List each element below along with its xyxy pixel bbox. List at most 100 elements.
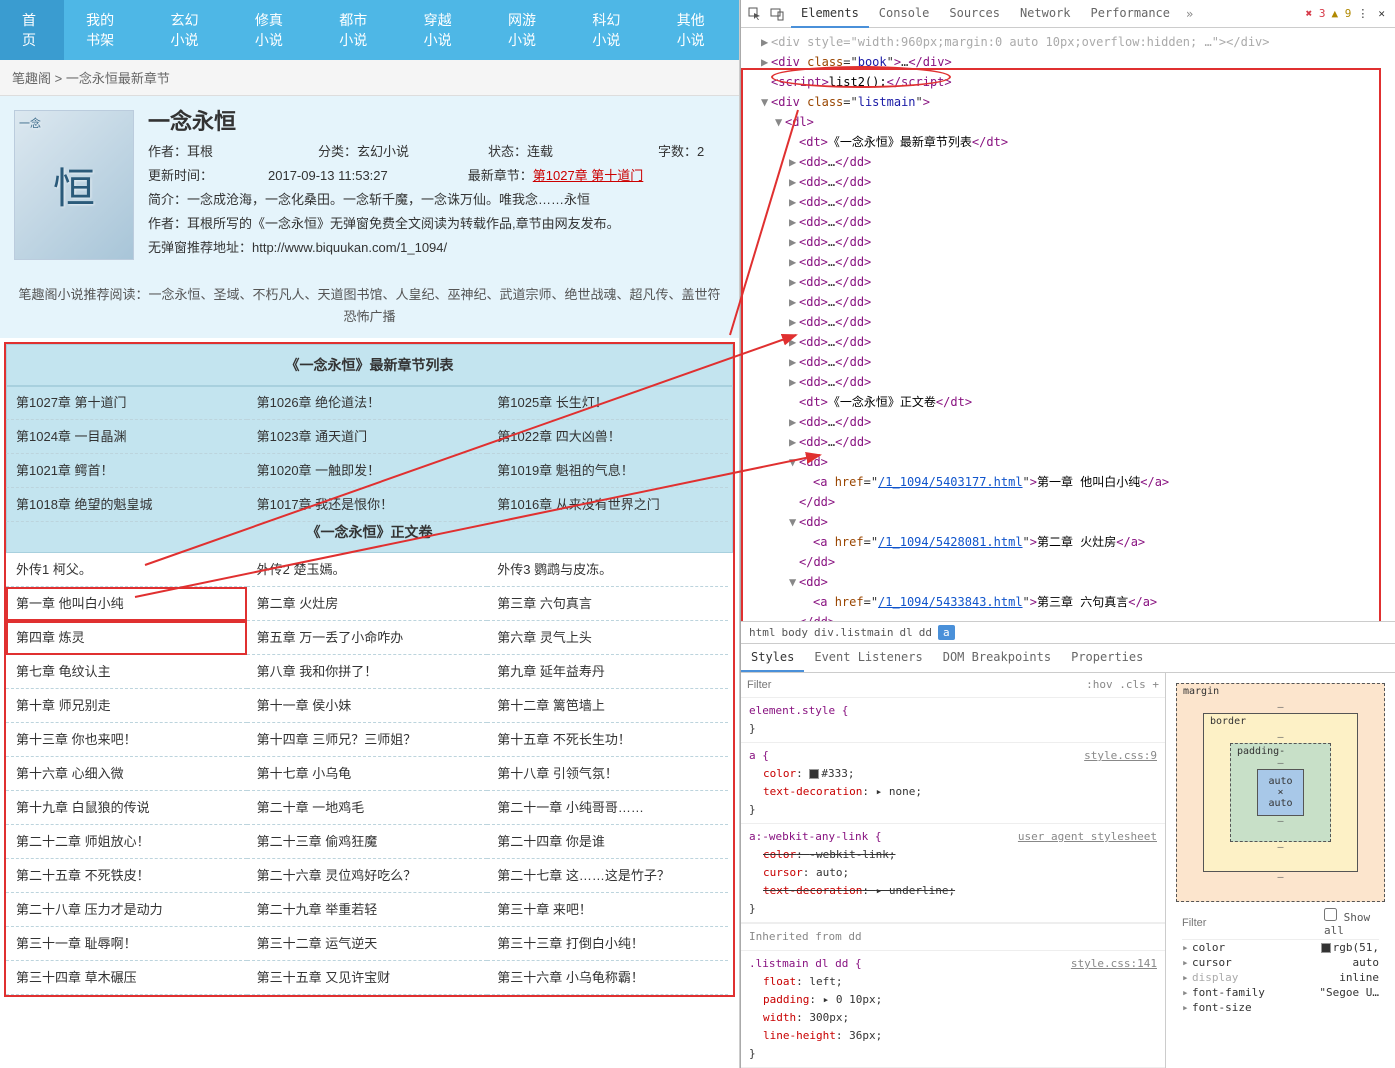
- chapter-link[interactable]: 第三十六章 小乌龟称霸！: [497, 970, 644, 985]
- chapter-link[interactable]: 第十二章 篱笆墙上: [497, 698, 605, 713]
- breadcrumb-node[interactable]: dd: [919, 626, 932, 639]
- more-tabs-icon[interactable]: »: [1180, 7, 1199, 21]
- chapter-link[interactable]: 第二十九章 举重若轻: [257, 902, 378, 917]
- chapter-link[interactable]: 第二章 火灶房: [257, 596, 339, 611]
- chapter-link[interactable]: 第二十四章 你是谁: [497, 834, 605, 849]
- devtools-tab[interactable]: Performance: [1081, 0, 1180, 28]
- book-title: 一念永恒: [148, 110, 725, 134]
- chapter-link[interactable]: 第十五章 不死长生功！: [497, 732, 631, 747]
- chapter-link[interactable]: 第二十五章 不死铁皮！: [16, 868, 150, 883]
- chapter-link[interactable]: 第1022章 四大凶兽！: [497, 429, 621, 444]
- chapter-link[interactable]: 第十章 师兄别走: [16, 698, 111, 713]
- chapter-link[interactable]: 第三十章 来吧！: [497, 902, 592, 917]
- chapter-link[interactable]: 第1016章 从来没有世界之门: [497, 497, 660, 512]
- breadcrumb-node[interactable]: body: [782, 626, 809, 639]
- devtools-tab[interactable]: Console: [869, 0, 940, 28]
- chapter-link[interactable]: 第1021章 鳄首！: [16, 463, 114, 478]
- chapter-link[interactable]: 第1020章 一触即发！: [257, 463, 381, 478]
- devtools-close-icon[interactable]: ✕: [1374, 7, 1389, 20]
- breadcrumb-node[interactable]: html: [749, 626, 776, 639]
- styles-pane: :hov .cls + element.style {}style.css:9a…: [741, 673, 1395, 1068]
- chapter-link[interactable]: 第三十五章 又见许宝财: [257, 970, 391, 985]
- nav-item[interactable]: 修真小说: [233, 0, 317, 60]
- latest-chapter-link[interactable]: 第1027章 第十道门: [533, 168, 644, 183]
- chapter-link[interactable]: 第1018章 绝望的魁皇城: [16, 497, 153, 512]
- book-note: 作者：耳根所写的《一念永恒》无弹窗免费全文阅读为转载作品,章节由网友发布。: [148, 212, 725, 236]
- devtools-tab[interactable]: Elements: [791, 0, 869, 28]
- chapter-link[interactable]: 第二十三章 偷鸡狂魔: [257, 834, 378, 849]
- chapter-link[interactable]: 第六章 灵气上头: [497, 630, 592, 645]
- chapter-link[interactable]: 第二十一章 小纯哥哥……: [497, 800, 644, 815]
- chapter-link[interactable]: 第1027章 第十道门: [16, 395, 127, 410]
- nav-item[interactable]: 穿越小说: [402, 0, 486, 60]
- chapter-link[interactable]: 第二十六章 灵位鸡好吃么？: [257, 868, 417, 883]
- chapter-link[interactable]: 第十八章 引领气氛！: [497, 766, 618, 781]
- chapter-item: 第九章 延年益寿丹: [487, 655, 728, 689]
- breadcrumb-node[interactable]: div.listmain: [814, 626, 893, 639]
- chapter-link[interactable]: 第三十三章 打倒白小纯！: [497, 936, 644, 951]
- chapter-link[interactable]: 第三章 六句真言: [497, 596, 592, 611]
- chapter-link[interactable]: 第十四章 三师兄？三师姐？: [257, 732, 417, 747]
- chapter-link[interactable]: 第1024章 一目晶渊: [16, 429, 127, 444]
- chapter-link[interactable]: 第1026章 绝伦道法！: [257, 395, 381, 410]
- chapter-item: 第十章 师兄别走: [6, 689, 247, 723]
- chapter-link[interactable]: 第一章 他叫白小纯: [16, 596, 124, 611]
- nav-item[interactable]: 网游小说: [486, 0, 570, 60]
- chapter-link[interactable]: 第四章 炼灵: [16, 630, 85, 645]
- chapter-link[interactable]: 第二十八章 压力才是动力: [16, 902, 163, 917]
- devtools-tab[interactable]: Network: [1010, 0, 1081, 28]
- device-icon[interactable]: [769, 6, 785, 22]
- styles-subtab[interactable]: Properties: [1061, 644, 1153, 672]
- chapter-item: 外传3 鹦鹉与皮冻。: [487, 553, 728, 587]
- chapter-link[interactable]: 第九章 延年益寿丹: [497, 664, 605, 679]
- chapter-link[interactable]: 第十九章 白鼠狼的传说: [16, 800, 150, 815]
- breadcrumb-node[interactable]: a: [938, 625, 955, 640]
- chapter-link[interactable]: 第1023章 通天道门: [257, 429, 368, 444]
- devtools-menu-icon[interactable]: ⋮: [1357, 7, 1368, 20]
- chapter-link[interactable]: 第二十七章 这……这是竹子？: [497, 868, 670, 883]
- chapter-link[interactable]: 第三十一章 耻辱啊！: [16, 936, 137, 951]
- chapter-link[interactable]: 第三十四章 草木碾压: [16, 970, 137, 985]
- devtools-tab[interactable]: Sources: [939, 0, 1010, 28]
- chapter-link[interactable]: 外传1 柯父。: [16, 562, 92, 577]
- box-model: margin – border – padding- – auto × auto…: [1165, 673, 1395, 1068]
- nav-item[interactable]: 都市小说: [317, 0, 401, 60]
- nav-item[interactable]: 其他小说: [655, 0, 739, 60]
- showall-checkbox[interactable]: [1324, 908, 1337, 921]
- styles-subtab[interactable]: Event Listeners: [804, 644, 932, 672]
- chapter-link[interactable]: 第三十二章 运气逆天: [257, 936, 378, 951]
- nav-item[interactable]: 科幻小说: [570, 0, 654, 60]
- styles-subtab[interactable]: DOM Breakpoints: [933, 644, 1061, 672]
- chapter-link[interactable]: 第七章 龟纹认主: [16, 664, 111, 679]
- dom-breadcrumb[interactable]: html body div.listmain dldda: [741, 621, 1395, 643]
- chapter-item: 第三十二章 运气逆天: [247, 927, 488, 961]
- elements-tree[interactable]: ▶<div style="width:960px;margin:0 auto 1…: [741, 28, 1395, 621]
- nav-item[interactable]: 首页: [0, 0, 64, 60]
- chapter-link[interactable]: 第1019章 魁祖的气息！: [497, 463, 634, 478]
- chapter-link[interactable]: 第十三章 你也来吧！: [16, 732, 137, 747]
- chapter-link[interactable]: 第1017章 我还是恨你！: [257, 497, 394, 512]
- styles-filter-input[interactable]: [747, 676, 1086, 694]
- nav-item[interactable]: 我的书架: [64, 0, 148, 60]
- chapter-link[interactable]: 第十七章 小乌龟: [257, 766, 352, 781]
- chapter-link[interactable]: 外传2 楚玉嫣。: [257, 562, 346, 577]
- computed-filter-input[interactable]: [1182, 908, 1324, 937]
- styles-hov-toggle[interactable]: :hov .cls +: [1086, 676, 1159, 694]
- warning-count[interactable]: ▲ 9: [1332, 7, 1352, 20]
- breadcrumb-node[interactable]: dl: [899, 626, 912, 639]
- chapter-link[interactable]: 外传3 鹦鹉与皮冻。: [497, 562, 612, 577]
- chapter-link[interactable]: 第1025章 长生灯！: [497, 395, 608, 410]
- chapter-item: 第十七章 小乌龟: [247, 757, 488, 791]
- chapter-link[interactable]: 第二十章 一地鸡毛: [257, 800, 365, 815]
- nav-item[interactable]: 玄幻小说: [149, 0, 233, 60]
- styles-subtab[interactable]: Styles: [741, 644, 804, 672]
- chapter-item: 第五章 万一丢了小命咋办: [247, 621, 488, 655]
- chapter-link[interactable]: 第二十二章 师姐放心！: [16, 834, 150, 849]
- error-count[interactable]: ✖ 3: [1306, 7, 1326, 20]
- chapter-link[interactable]: 第八章 我和你拼了！: [257, 664, 378, 679]
- inspect-icon[interactable]: [747, 6, 763, 22]
- chapter-link[interactable]: 第五章 万一丢了小命咋办: [257, 630, 404, 645]
- chapter-link[interactable]: 第十一章 侯小妹: [257, 698, 352, 713]
- chapter-item: 第1022章 四大凶兽！: [487, 420, 728, 454]
- chapter-link[interactable]: 第十六章 心细入微: [16, 766, 124, 781]
